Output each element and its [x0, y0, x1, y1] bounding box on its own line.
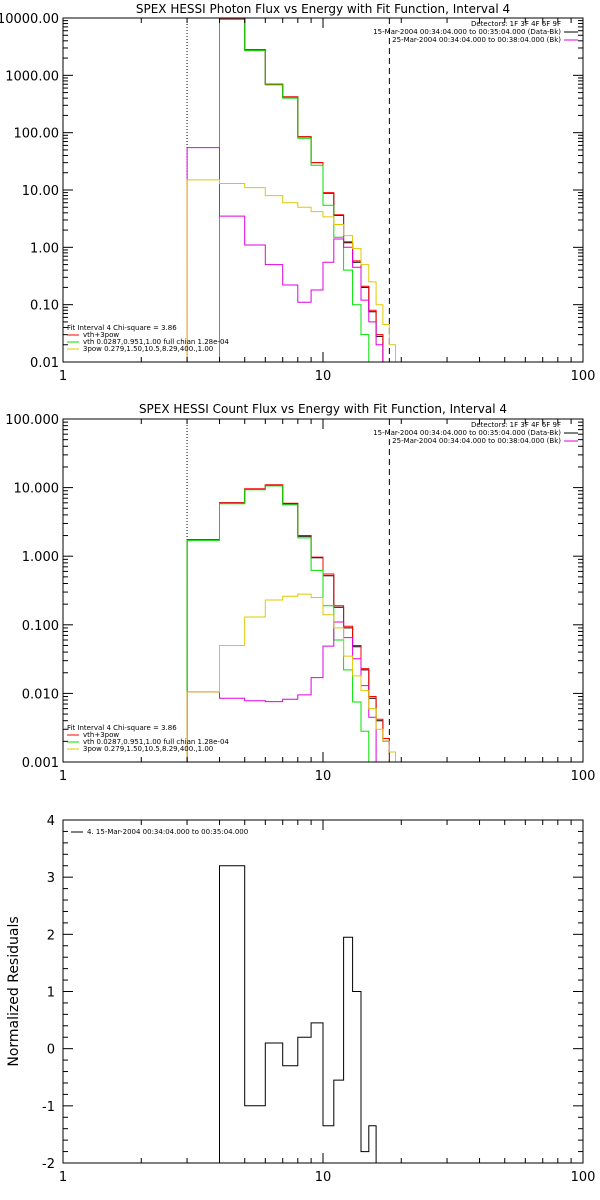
y-tick-label: 2: [47, 928, 55, 943]
plot-area: [186, 865, 390, 1163]
x-tick-label: 100: [571, 769, 596, 784]
header-text: 25-Mar-2004 00:34:04.000 to 00:38:04.000…: [392, 437, 561, 445]
x-tick-label: 1: [59, 369, 67, 384]
legend-text: vth+3pow: [83, 731, 119, 739]
legend-text: vth 0.0287,0.951,1.00 full chian 1.28e-0…: [83, 738, 229, 746]
y-tick-label: 100.000: [5, 413, 59, 428]
header-text: 15-Mar-2004 00:34:04.000 to 00:35:04.000…: [373, 429, 561, 437]
panel-3: 1 10 100 -2 -1 0 1 2 3 4 Normalized Residuals 4. 15…: [6, 814, 595, 1185]
y-tick-label: -1: [42, 1100, 55, 1115]
y-tick-label: 0.100: [22, 619, 59, 634]
chart-title: SPEX HESSI Count Flux vs Energy with Fit…: [139, 402, 507, 416]
legend-text: 3pow 0.279,1.50,10.5,8.29,400.,1.00: [83, 345, 213, 353]
header-text: Detectors: 1F 3F 4F 6F 9F: [471, 421, 561, 429]
legend-text: 4. 15-Mar-2004 00:34:04.000 to 00:35:04.…: [87, 828, 248, 836]
legend-text: Fit Interval 4 Chi-square = 3.86: [67, 724, 177, 732]
series-1-line: [186, 865, 390, 1163]
y-tick-label: 0.01: [30, 356, 59, 371]
series-1-line: [186, 484, 390, 762]
y-tick-label: 10.00: [22, 184, 59, 199]
header-text: 25-Mar-2004 00:34:04.000 to 00:38:04.000…: [392, 36, 561, 44]
series-3-line: [219, 19, 377, 362]
x-tick-label: 10: [315, 769, 332, 784]
legend-text: 3pow 0.279,1.50,10.5,8.29,400.,1.00: [83, 745, 213, 753]
y-tick-label: 10000.00: [0, 12, 59, 27]
x-tick-label: 100: [571, 369, 596, 384]
series-5-line: [186, 179, 402, 362]
y-tick-label: 0.001: [22, 756, 59, 771]
y-tick-label: 4: [47, 814, 55, 829]
y-tick-label: 3: [47, 871, 55, 886]
series-3-line: [186, 485, 377, 762]
legend-text: vth+3pow: [83, 331, 119, 339]
plot-area: [186, 18, 402, 362]
x-tick-label: 100: [571, 1170, 596, 1185]
x-tick-label: 1: [59, 1170, 67, 1185]
series-2-line: [219, 18, 390, 362]
x-tick-label: 1: [59, 769, 67, 784]
y-tick-label: 1.00: [30, 241, 59, 256]
series-4-line: [186, 621, 377, 762]
y-tick-label: 10.000: [14, 482, 60, 497]
y-tick-label: 1.000: [22, 550, 59, 565]
series-1-line: [219, 18, 390, 362]
panel-1: SPEX HESSI Photon Flux vs Energy with Fi…: [0, 2, 595, 384]
y-axis-label: Normalized Residuals: [6, 916, 22, 1066]
series-4-line: [186, 147, 384, 362]
legend-text: Fit Interval 4 Chi-square = 3.86: [67, 324, 177, 332]
y-tick-label: 0.10: [30, 299, 59, 314]
series-2-line: [186, 484, 390, 762]
header-text: 15-Mar-2004 00:34:04.000 to 00:35:04.000…: [373, 28, 561, 36]
legend-text: vth 0.0287,0.951,1.00 full chian 1.28e-0…: [83, 338, 229, 346]
y-tick-label: 1: [47, 986, 55, 1001]
plot-area: [186, 419, 402, 762]
panel-2: SPEX HESSI Count Flux vs Energy with Fit…: [5, 402, 595, 784]
y-tick-label: 0: [47, 1043, 55, 1058]
y-tick-label: 1000.00: [5, 69, 59, 84]
y-tick-label: 0.010: [22, 687, 59, 702]
y-tick-label: 100.00: [14, 127, 60, 142]
chart-title: SPEX HESSI Photon Flux vs Energy with Fi…: [136, 2, 510, 16]
x-tick-label: 10: [315, 369, 332, 384]
header-text: Detectors: 1F 3F 4F 6F 9F: [471, 20, 561, 28]
series-5-line: [186, 593, 402, 762]
x-tick-label: 10: [315, 1170, 332, 1185]
y-tick-label: -2: [42, 1157, 55, 1172]
